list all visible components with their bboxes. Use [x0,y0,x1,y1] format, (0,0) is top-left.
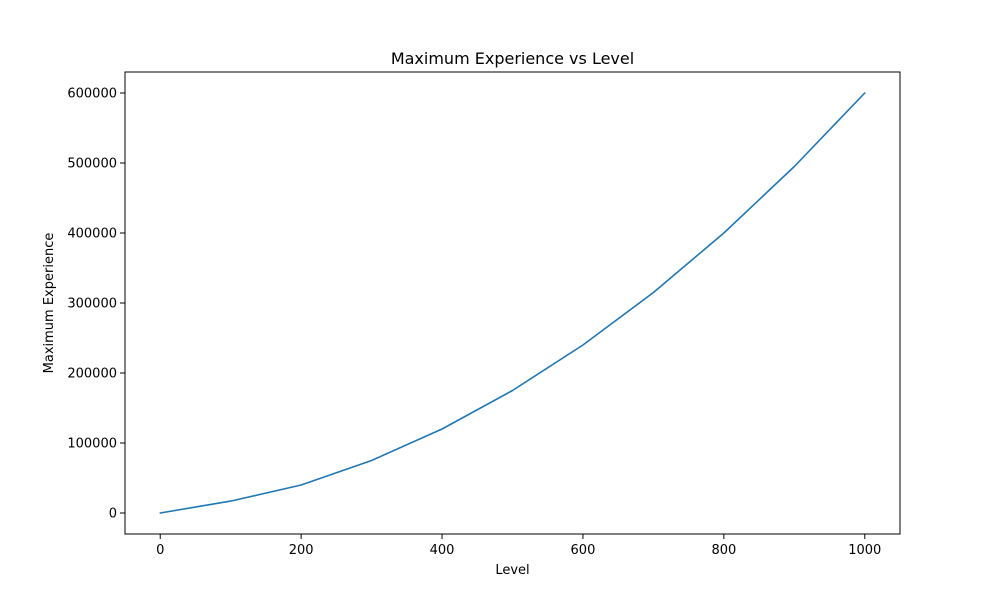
x-tick-label: 600 [571,543,596,558]
plot-frame [124,71,901,535]
x-tick-label: 1000 [848,543,881,558]
y-tick-label: 100000 [67,437,117,452]
chart-title: Maximum Experience vs Level [391,49,634,68]
y-tick-label: 500000 [67,157,117,172]
y-axis: 0 100000 200000 300000 400000 500000 600000 [67,87,125,522]
x-tick-label: 800 [711,543,736,558]
y-tick-label: 400000 [67,227,117,242]
x-axis-label: Level [495,563,529,578]
y-tick-label: 300000 [67,297,117,312]
y-tick-label: 600000 [67,87,117,102]
x-tick-label: 0 [156,543,164,558]
series-line [159,92,866,514]
x-tick-label: 400 [430,543,455,558]
y-axis-label: Maximum Experience [42,233,57,374]
y-tick-label: 0 [109,507,117,522]
x-tick-label: 200 [289,543,314,558]
x-axis: 0 200 400 600 800 1000 [156,534,881,558]
y-tick-label: 200000 [67,367,117,382]
series-layer [159,92,866,514]
